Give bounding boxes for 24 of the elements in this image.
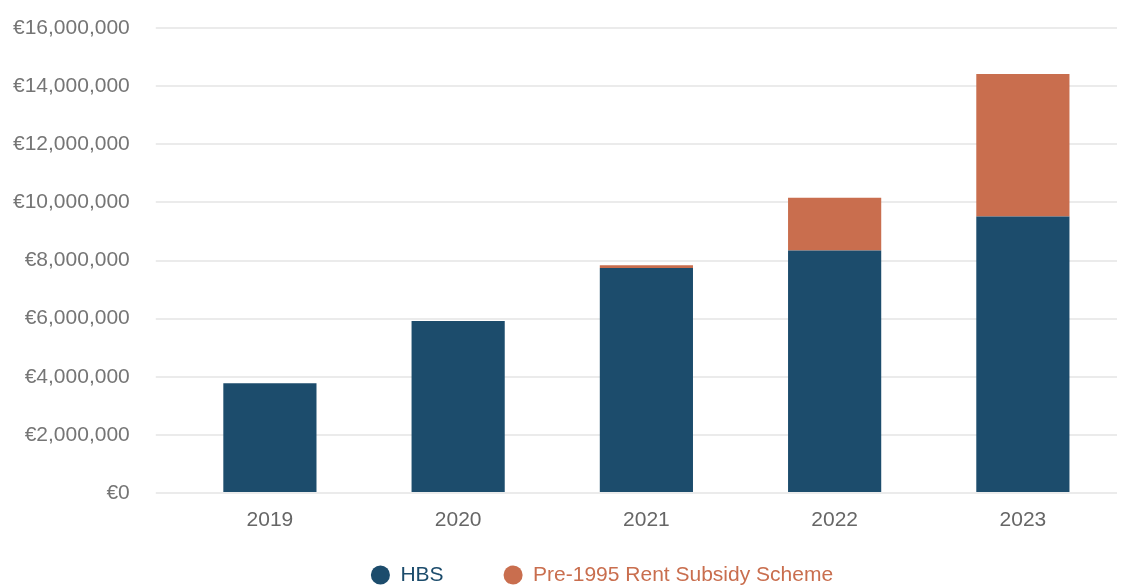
y-tick-label: €12,000,000 <box>12 131 130 155</box>
bar <box>599 265 693 269</box>
legend-label: Pre-1995 Rent Subsidy Scheme <box>533 561 834 585</box>
x-tick-label: 2021 <box>623 507 670 531</box>
legend-label: HBS <box>400 561 444 585</box>
bar <box>976 216 1070 492</box>
bar <box>788 197 882 251</box>
bar <box>411 320 505 492</box>
y-tick-label: €0 <box>106 479 130 503</box>
y-tick-label: €10,000,000 <box>12 189 130 213</box>
bar <box>599 268 693 492</box>
x-tick-label: 2023 <box>999 507 1047 531</box>
y-tick-label: €14,000,000 <box>12 72 130 96</box>
y-tick-label: €4,000,000 <box>24 363 130 387</box>
y-tick-label: €8,000,000 <box>24 247 130 271</box>
x-tick-label: 2022 <box>811 507 858 531</box>
bar <box>788 250 882 492</box>
x-tick-label: 2020 <box>434 507 482 531</box>
y-tick-label: €2,000,000 <box>24 421 130 445</box>
bar <box>976 73 1070 217</box>
y-tick-label: €6,000,000 <box>24 305 130 329</box>
x-tick-label: 2019 <box>246 507 294 531</box>
bar <box>223 383 317 492</box>
y-tick-label: €16,000,000 <box>12 14 130 38</box>
